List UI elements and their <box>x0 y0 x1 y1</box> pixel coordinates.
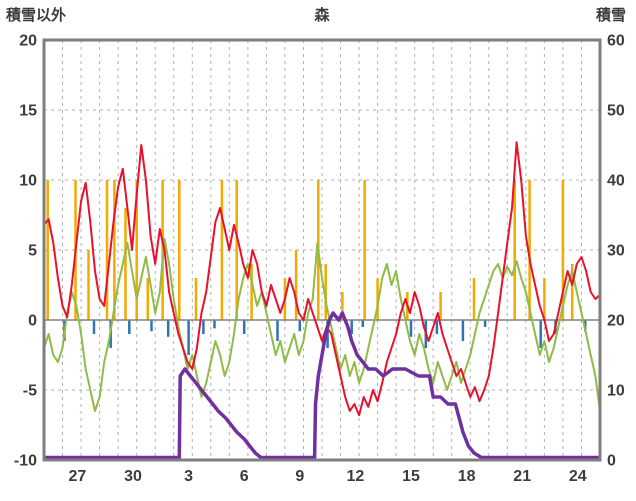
svg-text:27: 27 <box>69 468 87 485</box>
svg-text:21: 21 <box>513 468 531 485</box>
svg-text:24: 24 <box>569 468 587 485</box>
svg-text:60: 60 <box>607 33 625 50</box>
right-axis-title: 積雪 <box>595 7 626 24</box>
svg-text:5: 5 <box>28 243 37 260</box>
svg-text:18: 18 <box>458 468 476 485</box>
svg-text:10: 10 <box>19 173 37 190</box>
svg-text:0: 0 <box>28 313 37 330</box>
svg-text:30: 30 <box>607 243 625 260</box>
svg-text:9: 9 <box>295 468 304 485</box>
svg-text:10: 10 <box>607 383 625 400</box>
svg-text:40: 40 <box>607 173 625 190</box>
svg-text:-5: -5 <box>23 383 37 400</box>
svg-text:-10: -10 <box>14 453 37 470</box>
svg-text:12: 12 <box>347 468 365 485</box>
left-axis-title: 積雪以外 <box>6 7 67 24</box>
svg-text:3: 3 <box>184 468 193 485</box>
svg-text:0: 0 <box>607 453 616 470</box>
svg-text:15: 15 <box>19 103 37 120</box>
svg-text:20: 20 <box>607 313 625 330</box>
svg-text:30: 30 <box>124 468 142 485</box>
chart-title: 森 <box>314 7 330 24</box>
svg-text:15: 15 <box>402 468 420 485</box>
svg-text:20: 20 <box>19 33 37 50</box>
svg-text:50: 50 <box>607 103 625 120</box>
svg-text:6: 6 <box>240 468 249 485</box>
